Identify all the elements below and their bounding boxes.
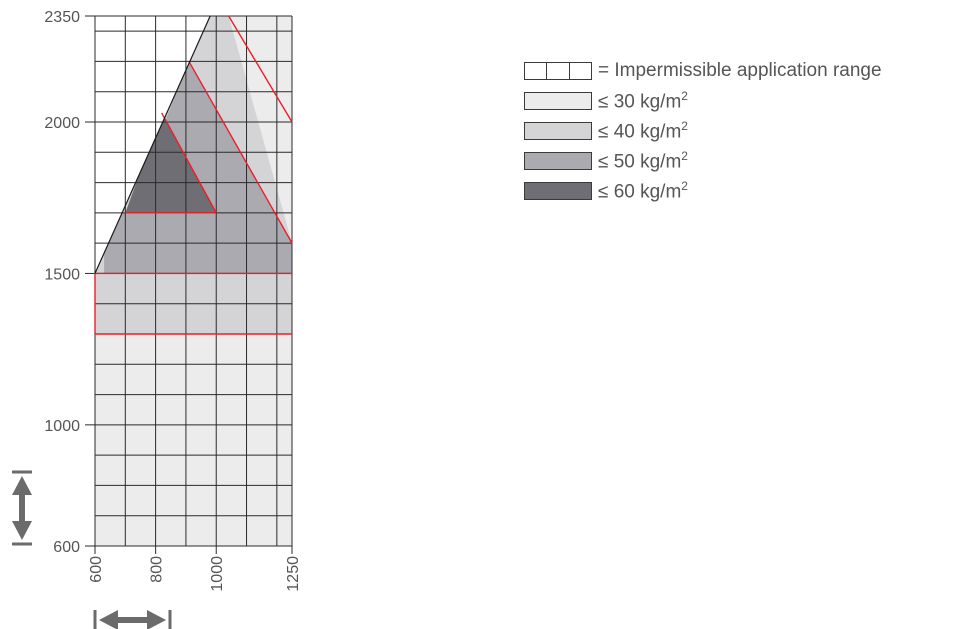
x-tick-label: 600 <box>88 556 105 583</box>
y-tick-label: 600 <box>53 539 80 556</box>
boundary-line <box>228 15 293 123</box>
legend-swatch-60 <box>524 182 592 200</box>
region-2 <box>104 61 292 274</box>
legend-superscript: 2 <box>681 148 688 163</box>
horizontal-arrow-icon <box>93 610 172 629</box>
legend-superscript: 2 <box>681 118 688 133</box>
boundary-line <box>161 112 217 214</box>
x-tick-label: 800 <box>149 556 166 583</box>
legend-label: ≤ 60 kg/m <box>598 181 682 203</box>
limit-line <box>94 15 211 274</box>
legend-item-40: ≤ 40 kg/m2 <box>524 116 688 146</box>
legend-item-50: ≤ 50 kg/m2 <box>524 146 688 176</box>
legend-swatch-impermissible <box>524 62 592 80</box>
region-3 <box>125 112 217 213</box>
x-tick-label: 1250 <box>285 556 302 592</box>
legend-swatch-50 <box>524 152 592 170</box>
legend-label: ≤ 50 kg/m <box>598 151 682 173</box>
y-tick-label: 1500 <box>44 266 80 283</box>
legend-label: ≤ 30 kg/m <box>598 91 682 113</box>
legend-superscript: 2 <box>681 178 688 193</box>
legend-superscript: 2 <box>681 88 688 103</box>
grid-layer <box>85 15 293 554</box>
legend-label: = Impermissible application range <box>598 60 882 81</box>
boundary-line <box>188 61 293 244</box>
vertical-arrow-icon <box>12 470 32 546</box>
regions-layer <box>95 16 292 546</box>
legend-item-60: ≤ 60 kg/m2 <box>524 176 688 206</box>
legend-label: ≤ 40 kg/m <box>598 121 682 143</box>
y-tick-label: 1000 <box>44 418 80 435</box>
legend-swatch-40 <box>524 122 592 140</box>
legend-swatch-30 <box>524 92 592 110</box>
tick-labels-layer: 600 1000 1500 2000 2350 600 800 1000 1250 <box>44 9 302 592</box>
x-tick-label: 1000 <box>209 556 226 592</box>
y-tick-label: 2350 <box>44 9 80 26</box>
boundary-lines-layer <box>94 15 293 335</box>
y-tick-label: 2000 <box>44 115 80 132</box>
legend-item-impermissible: = Impermissible application range <box>524 56 882 86</box>
legend-item-30: ≤ 30 kg/m2 <box>524 86 688 116</box>
